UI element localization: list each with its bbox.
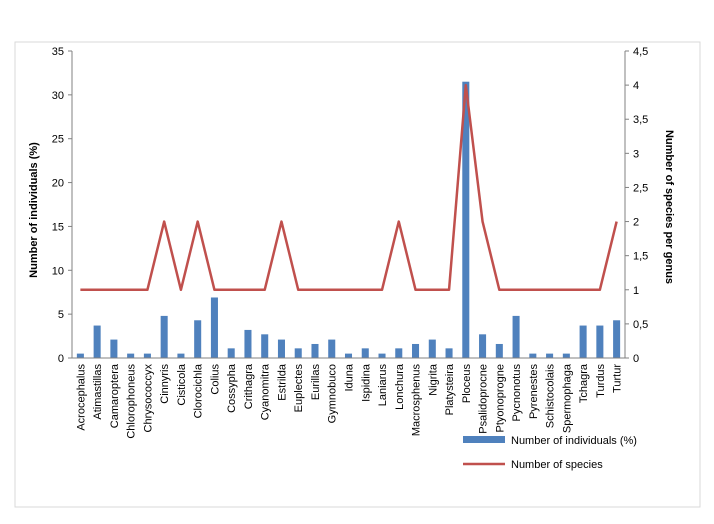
bar-pycnonotus [512,315,520,358]
x-tick-label-acrocephalus: Acrocephalus [75,364,87,431]
x-tick-label-laniarus: Laniarus [377,364,389,407]
species-line [80,83,618,292]
bar-clorocichla [194,320,202,358]
x-tick-label-camaroptera: Camaroptera [109,363,121,428]
bar-atimastillas [93,325,101,358]
x-tick-label-platysteira: Platysteira [444,363,456,415]
y2-axis-title: Number of species per genus [663,130,675,284]
right-tick-label: 2,5 [633,182,648,194]
x-tick-label-atimastillas: Atimastillas [92,364,104,420]
right-tick-label: 0 [633,353,639,365]
left-tick-label: 35 [52,46,64,58]
bar-colius [210,297,218,358]
right-tick-label: 4,5 [633,46,648,58]
bar-pyrenestes [529,353,537,358]
x-tick-label-euplectes: Euplectes [293,364,305,413]
x-tick-label-cossypha: Cossypha [226,363,238,413]
x-tick-label-schistocolais: Schistocolais [545,364,557,429]
chart-area-border [14,41,701,508]
x-tick-label-nigrita: Nigrita [427,363,439,396]
x-tick-label-iduna: Iduna [344,363,356,391]
legend-bar-swatch [463,436,505,443]
bar-psalidoprocne [479,334,487,358]
bar-acrocephalus [76,353,84,358]
bar-chrysococcyx [143,353,151,358]
left-tick-label: 10 [52,265,64,277]
x-tick-label-spermophaga: Spermophaga [561,363,573,433]
x-tick-label-pycnonotus: Pycnonotus [511,364,523,422]
bar-gymnobuco [328,339,336,358]
x-tick-label-gymnobuco: Gymnobuco [327,364,339,423]
legend-bar-label: Number of individuals (%) [511,435,637,447]
bar-platysteira [445,348,453,358]
x-tick-label-cisticola: Cisticola [176,363,188,405]
right-tick-label: 2 [633,217,639,229]
bar-cisticola [177,353,185,358]
x-tick-label-ispidina: Ispidina [360,363,372,402]
left-tick-label: 25 [52,134,64,146]
bar-spermophaga [562,353,570,358]
x-tick-label-turtur: Turtur [612,364,624,393]
left-tick-labels: 0 5 10 15 20 25 30 35 [52,46,72,365]
x-tick-label-eurillas: Eurillas [310,364,322,401]
bar-cinnyris [160,315,168,358]
x-tick-label-chrysococcyx: Chrysococcyx [142,364,154,433]
x-tick-label-lonchura: Lonchura [394,363,406,410]
left-tick-label: 0 [58,353,64,365]
bar-euplectes [294,348,302,358]
right-tick-label: 3 [633,148,639,160]
bar-estrilda [277,339,285,358]
x-tick-label-cyanomitra: Cyanomitra [260,363,272,420]
bar-ptyonoprogne [495,343,503,358]
right-tick-label: 0,5 [633,319,648,331]
left-tick-label: 30 [52,90,64,102]
x-tick-label-colius: Colius [209,364,221,395]
x-tick-label-psalidoprocne: Psalidoprocne [478,364,490,434]
right-tick-label: 1,5 [633,251,648,263]
bar-ploceus [462,81,470,358]
x-tick-labels: Acrocephalus Atimastillas Camaroptera Chlor… [75,363,623,439]
x-tick-label-estrilda: Estrilda [276,363,288,401]
bar-camaroptera [110,339,118,358]
x-tick-label-crithagra: Crithagra [243,363,255,409]
x-tick-label-cinnyris: Cinnyris [159,364,171,404]
bar-cyanomitra [261,334,269,358]
bar-turtur [613,320,621,358]
x-tick-label-ploceus: Ploceus [461,364,473,404]
bar-series [76,81,621,358]
left-tick-label: 5 [58,309,64,321]
left-tick-label: 15 [52,221,64,233]
bar-crithagra [244,329,252,358]
bar-iduna [344,353,353,358]
legend: Number of individuals (%) Number of spec… [463,435,637,471]
bar-cossypha [227,348,235,358]
right-tick-label: 1 [633,285,639,297]
legend-line-label: Number of species [511,459,603,471]
left-tick-label: 20 [52,178,64,190]
x-tick-label-pyrenestes: Pyrenestes [528,364,540,420]
bar-eurillas [311,343,319,358]
x-tick-label-turdus: Turdus [595,363,607,397]
bar-macrosphenus [412,343,420,358]
bar-lonchura [395,348,403,358]
right-tick-label: 4 [633,80,639,92]
x-tick-label-clorocichla: Clorocichla [193,363,205,418]
y-axis-title: Number of individuals (%) [28,142,40,278]
bar-nigrita [428,339,436,358]
right-tick-label: 3,5 [633,114,648,126]
bar-schistocolais [546,353,554,358]
bar-tchagra [579,325,587,358]
bar-chlorophoneus [127,353,135,358]
x-tick-label-ptyonoprogne: Ptyonoprogne [494,364,506,433]
x-tick-label-macrosphenus: Macrosphenus [411,364,423,437]
x-tick-label-tchagra: Tchagra [578,363,590,403]
x-tick-label-chlorophoneus: Chlorophoneus [126,364,138,439]
bar-laniarus [378,353,386,358]
right-tick-labels: 0 0,5 1 1,5 2 2,5 3 3,5 4 4,5 [625,46,648,365]
bar-turdus [596,325,604,358]
bar-ispidina [361,348,369,358]
